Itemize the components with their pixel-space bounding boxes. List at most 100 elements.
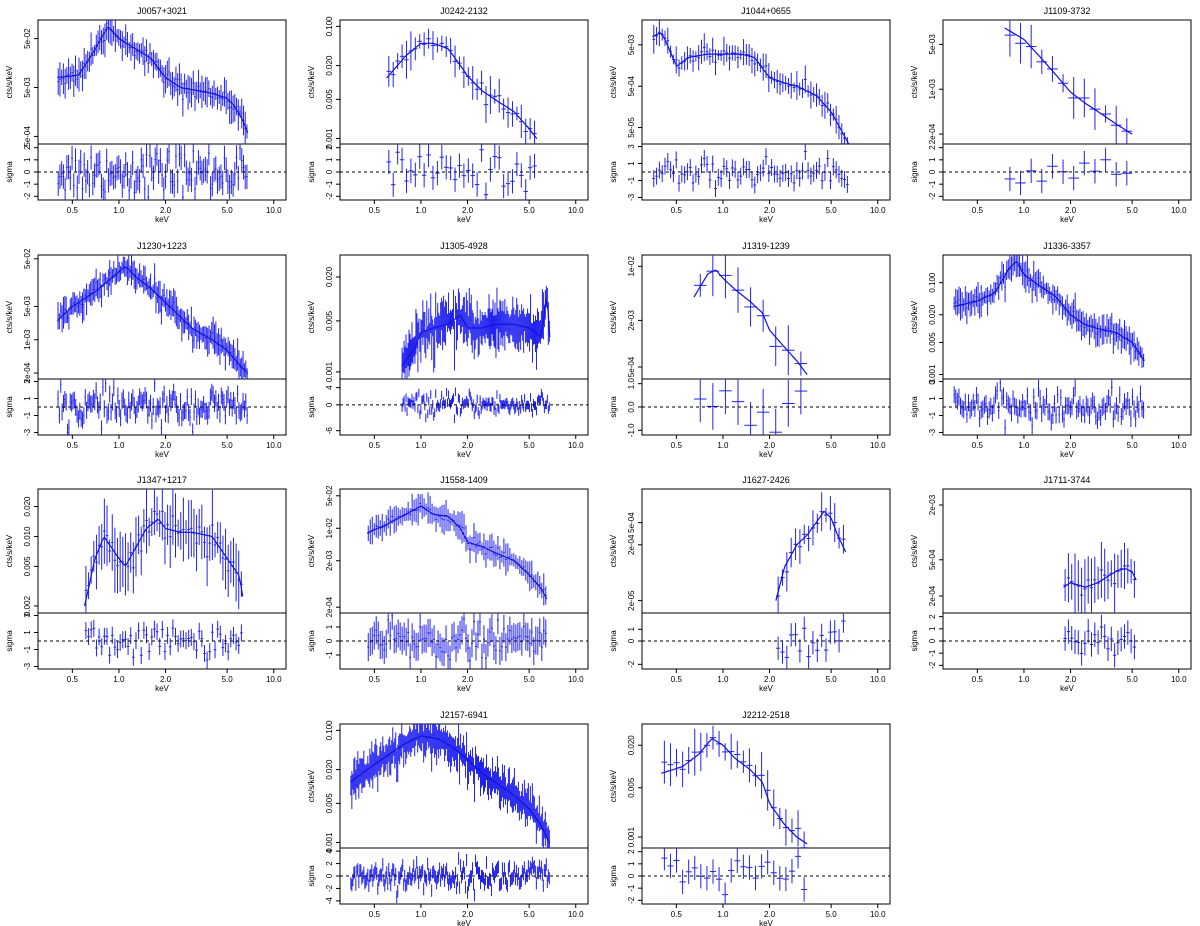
x-tick-label: 1.0 (113, 206, 125, 215)
model-curve (401, 298, 551, 367)
residual-data (661, 848, 808, 904)
y-tick-label: 0.020 (928, 304, 937, 325)
x-tick-label: 2.0 (462, 206, 474, 215)
residual-y-tick-label: 0 (928, 638, 937, 643)
spectrum-panel: J1711-3744 cts/s/keV sigma 2e-03 5e-04 2e-04 2… (910, 475, 1192, 693)
residual-y-tick-label: 0.0 (627, 401, 636, 413)
x-tick-label: 1.0 (717, 441, 729, 450)
spectrum-panel: J1044+0655 cts/s/keV sigma 5e-03 5e-04 5e-05 3… (609, 6, 891, 224)
residual-y-tick-label: -1 (23, 180, 32, 188)
y-tick-label: 0.001 (928, 364, 937, 385)
y-tick-label: 5e-04 (928, 549, 937, 570)
residual-data (693, 379, 808, 435)
residual-y-tick-label: -2 (325, 192, 334, 200)
x-axis-label: keV (1060, 450, 1074, 459)
y-tick-label: 5e-03 (23, 296, 32, 317)
residual-y-tick-label: 3 (627, 144, 636, 149)
x-tick-label: 5.0 (826, 441, 838, 450)
x-tick-label: 0.5 (67, 675, 79, 684)
y-axis-label: cts/s/keV (910, 65, 919, 98)
y-tick-label: 0.001 (325, 128, 334, 149)
y-tick-label: 5e-02 (325, 485, 334, 506)
y-tick-label: 2e-03 (928, 494, 937, 515)
residual-y-tick-label: 1 (928, 396, 937, 401)
x-tick-label: 10.0 (1171, 675, 1187, 684)
x-tick-label: 5.0 (1127, 441, 1139, 450)
y-tick-label: 0.020 (23, 496, 32, 517)
residual-y-tick-label: 1 (325, 624, 334, 629)
spectrum-panel: J1319-1239cts/s/keVsigma1e-022e-035e-041… (609, 241, 891, 459)
x-tick-label: 1.0 (415, 675, 427, 684)
spectrum-data (775, 492, 847, 613)
x-tick-label: 10.0 (568, 910, 584, 919)
y-tick-label: 5e-04 (627, 512, 636, 533)
residual-y-tick-label: 3 (23, 613, 32, 618)
x-tick-label: 10.0 (870, 206, 886, 215)
residual-y-tick-label: -2 (928, 661, 937, 669)
panel-title: J0242-2132 (440, 6, 488, 16)
y-axis-label: cts/s/keV (5, 534, 14, 567)
residual-y-axis-label: sigma (609, 865, 618, 887)
spectrum-data (693, 255, 808, 376)
y-tick-label: 0.005 (325, 310, 334, 331)
residual-y-axis-label: sigma (5, 630, 14, 652)
panel-title: J1336-3357 (1043, 241, 1091, 251)
x-tick-label: 1.0 (717, 910, 729, 919)
panel-title: J1347+1217 (137, 475, 187, 485)
y-tick-label: 2e-04 (325, 596, 334, 617)
y-axis-label: cts/s/keV (5, 65, 14, 98)
spectrum-frame (339, 488, 589, 614)
residual-y-tick-label: 0 (23, 169, 32, 174)
y-axis-label: cts/s/keV (307, 65, 316, 98)
residual-y-axis-label: sigma (910, 161, 919, 183)
spectrum-data (84, 489, 244, 613)
x-tick-label: 1.0 (717, 675, 729, 684)
spectrum-panel: J1305-4928 cts/s/keV sigma 0.020 0.005 0.001 4… (307, 241, 589, 459)
x-tick-label: 5.0 (222, 441, 234, 450)
residual-y-tick-label: -2 (928, 192, 937, 200)
spectrum-panel: J0242-2132 cts/s/keV sigma 0.100 0.020 0.005 0… (307, 6, 589, 224)
x-tick-label: 0.5 (671, 206, 683, 215)
residual-y-tick-label: -1 (627, 884, 636, 892)
panel-title: J2157-6941 (440, 710, 488, 720)
x-tick-label: 2.0 (462, 441, 474, 450)
x-tick-label: 0.5 (67, 441, 79, 450)
residual-y-tick-label: -3 (23, 662, 32, 670)
x-axis-label: keV (155, 684, 169, 693)
residual-y-axis-label: sigma (5, 161, 14, 183)
x-tick-label: 1.0 (717, 206, 729, 215)
residual-data (401, 387, 550, 424)
spectrum-panel: J1230+1223 cts/s/keV sigma 5e-02 5e-03 1e-03 2… (5, 241, 287, 459)
model-curve (56, 266, 249, 374)
residual-y-tick-label: 2 (928, 145, 937, 150)
model-curve (350, 735, 551, 843)
residual-y-tick-label: -1 (23, 411, 32, 419)
x-tick-label: 5.0 (524, 206, 536, 215)
x-axis-label: keV (1060, 684, 1074, 693)
residual-y-tick-label: 0 (928, 169, 937, 174)
x-tick-label: 0.5 (671, 910, 683, 919)
y-tick-label: 0.005 (325, 89, 334, 110)
model-curve (693, 269, 808, 375)
spectrum-data (652, 20, 850, 144)
x-tick-label: 10.0 (266, 441, 282, 450)
panel-title: J1711-3744 (1044, 475, 1091, 485)
x-tick-label: 10.0 (266, 206, 282, 215)
residual-y-tick-label: -3 (627, 193, 636, 201)
residual-y-tick-label: -3 (928, 428, 937, 436)
x-tick-label: 5.0 (524, 675, 536, 684)
y-tick-label: 0.100 (928, 272, 937, 293)
residual-data (57, 379, 248, 435)
residual-y-tick-label: 4 (325, 385, 334, 390)
x-tick-label: 0.5 (671, 441, 683, 450)
x-tick-label: 10.0 (266, 675, 282, 684)
x-tick-label: 1.0 (113, 441, 125, 450)
x-tick-label: 2.0 (764, 206, 776, 215)
y-tick-label: 5e-02 (23, 248, 32, 269)
residual-y-tick-label: -2 (23, 192, 32, 200)
x-axis-label: keV (155, 450, 169, 459)
y-tick-label: 0.010 (23, 526, 32, 547)
residual-y-tick-label: 1 (627, 627, 636, 632)
x-tick-label: 1.0 (1018, 675, 1030, 684)
